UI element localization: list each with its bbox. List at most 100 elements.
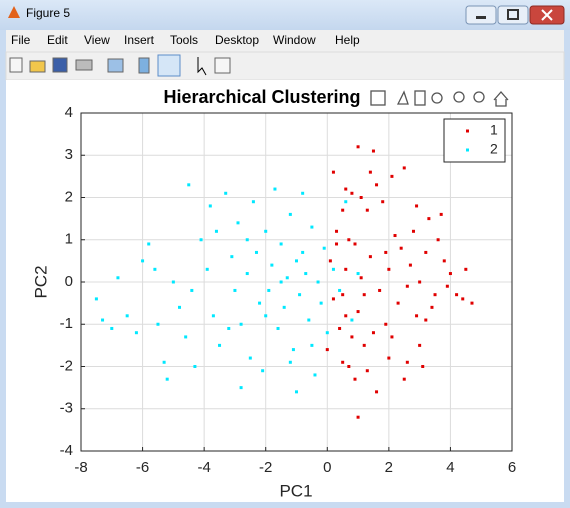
y-tick-label: 1 [65,231,73,248]
point [288,212,292,216]
minimize-button[interactable] [465,5,497,25]
point [371,331,375,335]
point [350,318,354,322]
menu-bar [6,30,564,52]
zoom-out-icon[interactable] [473,91,485,103]
link-icon[interactable] [107,58,124,73]
point [331,267,335,271]
point [350,191,354,195]
point [424,318,428,322]
point [335,242,339,246]
x-tick-label: 4 [446,459,454,476]
point [359,196,363,199]
toolbar-icons [9,54,231,77]
point [362,343,366,347]
point [368,170,372,174]
datatip-icon[interactable] [414,90,426,106]
point [239,322,243,326]
pointer-icon[interactable] [197,57,207,76]
new-icon[interactable] [9,57,23,73]
y-axis-label: PC2 [31,265,50,298]
point [187,183,191,187]
point [285,276,289,280]
point [408,263,412,267]
home-icon[interactable] [493,91,509,107]
point [418,280,422,284]
point [307,318,311,322]
legend-box [443,118,506,163]
point [208,204,212,208]
point [365,208,369,212]
property-icon[interactable] [214,57,231,74]
y-tick-label: 3 [65,146,73,163]
point [245,272,249,276]
point [344,267,348,271]
pan-icon[interactable] [431,92,443,104]
point [261,369,265,373]
point [134,331,138,335]
x-tick-label: 0 [323,459,331,476]
point [251,200,255,204]
menu-item[interactable]: View [84,33,110,47]
point [399,246,403,250]
x-tick-label: -6 [136,459,149,476]
menu-item[interactable]: Edit [47,33,68,47]
zoom-in-icon[interactable] [453,91,465,103]
point [304,272,308,276]
save-icon[interactable] [52,57,68,73]
legend-marker [466,148,469,152]
point [171,280,175,284]
window-title: Figure 5 [26,6,70,20]
point [291,348,295,352]
point [233,288,237,292]
point [276,326,280,330]
point [239,386,243,390]
point [338,326,342,330]
point [384,322,388,326]
menu-item[interactable]: Help [335,33,360,47]
point [310,225,314,229]
legend-icon[interactable] [157,54,181,77]
open-icon[interactable] [29,60,46,73]
point [430,305,434,309]
point [402,166,406,170]
point [347,238,351,242]
maximize-button[interactable] [497,5,529,25]
point [402,377,406,381]
point [165,377,169,381]
menu-item[interactable]: Tools [170,33,198,47]
point [461,297,465,301]
point [433,293,437,297]
point [464,267,468,271]
menu-item[interactable]: File [11,33,31,47]
point [418,343,422,347]
x-tick-label: -4 [197,459,210,476]
print-icon[interactable] [75,59,93,71]
brush-icon[interactable] [396,90,409,105]
point [258,301,262,305]
x-tick-label: 2 [385,459,393,476]
legend-label: 2 [490,141,498,157]
point [384,250,388,254]
point [470,301,474,305]
x-tick-label: -8 [74,459,87,476]
point [156,322,160,326]
point [254,250,258,254]
point [368,255,372,259]
point [313,373,317,377]
point [264,314,268,318]
point [356,310,360,314]
point [424,250,428,254]
legend-marker [466,129,469,133]
point [387,267,391,271]
menu-item[interactable]: Desktop [215,33,259,47]
export-icon[interactable] [370,90,386,106]
point [387,356,391,360]
menu-item[interactable]: Insert [124,33,155,47]
menu-item[interactable]: Window [273,33,316,47]
point [362,293,366,297]
colorbar-icon[interactable] [138,57,150,74]
point [248,356,252,360]
point [335,229,339,233]
point [353,377,357,381]
